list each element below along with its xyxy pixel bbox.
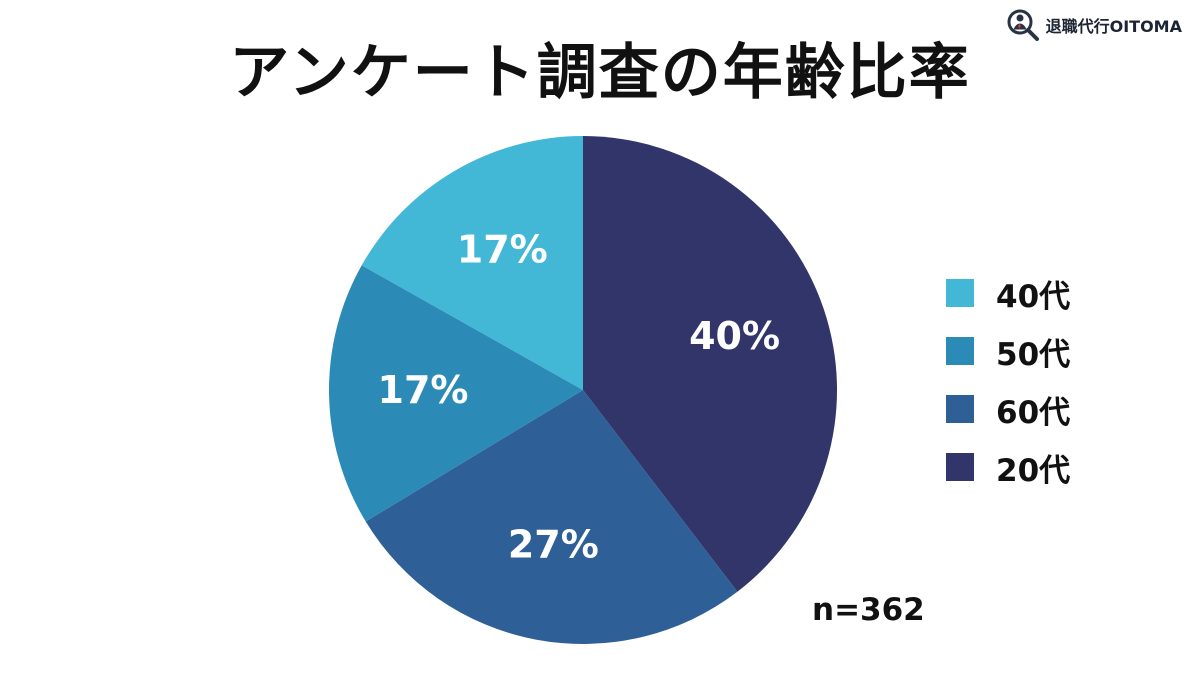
brand-name: 退職代行OITOMA [1045,17,1182,36]
pie-data-label-20代: 40% [689,314,780,358]
pie-chart: 40% 27% 17% 17% [329,136,837,644]
legend-swatch-50s [946,337,974,365]
pie-slice-40代 [361,136,583,390]
brand: 退職代行OITOMA [1006,8,1182,42]
legend-label-60s: 60代 [996,394,1071,431]
legend-swatch-40s [946,279,974,307]
legend-item-20s: 20代 [946,438,1116,496]
legend-label-20s: 20代 [996,452,1071,489]
pie-data-label-40代: 17% [457,227,548,271]
pie-slice-20代 [583,136,837,592]
pie-slice-50代 [329,265,583,522]
consultant-magnifier-icon [1007,9,1039,41]
legend-label-50s: 50代 [996,336,1071,373]
legend-label-40s: 40代 [996,278,1071,315]
legend-swatch-20s [946,453,974,481]
legend-item-40s: 40代 [946,264,1116,322]
page-title: アンケート調査の年齢比率 [229,38,971,108]
legend-item-60s: 60代 [946,380,1116,438]
legend-swatch-60s [946,395,974,423]
pie-slice-60代 [365,390,738,644]
pie-data-label-50代: 17% [378,368,469,412]
pie-slice-labels: 40% 27% 17% 17% [378,227,781,566]
legend-item-50s: 50代 [946,322,1116,380]
pie-data-label-60代: 27% [508,523,599,567]
chart-legend: 40代 50代 60代 20代 [946,264,1116,496]
pie-slices [329,136,837,644]
sample-size: n=362 [812,592,925,628]
